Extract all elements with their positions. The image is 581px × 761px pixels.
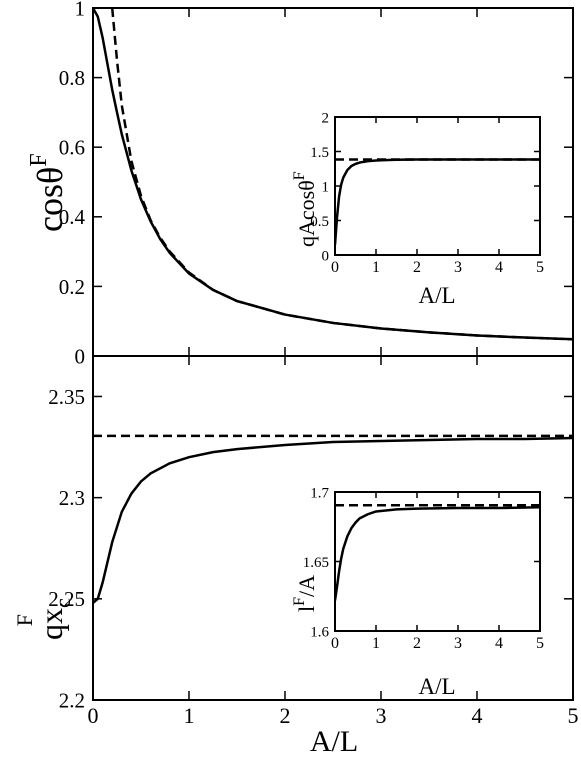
top-main-y-tick-label: 0 xyxy=(75,344,86,368)
bottom-main-series-solid-line xyxy=(93,436,573,604)
top-inset-plot-background xyxy=(335,117,540,255)
bottom-inset-plot-background xyxy=(335,492,540,631)
top-inset-ylabel-sup: F xyxy=(291,171,308,180)
bottom-main-x-tick-label: 5 xyxy=(568,703,579,728)
top-inset-ylabel: qAcosθF xyxy=(291,171,319,247)
bottom-main-ylabel-sup: F xyxy=(12,614,37,626)
bottom-inset-panel: 0 1 2 3 4 5 1.6 1.65 1.7 xyxy=(303,485,544,652)
bottom-inset-y-tick-label: 1.7 xyxy=(310,485,329,501)
bottom-main-y-tick-label: 2.25 xyxy=(48,587,85,611)
bottom-main-y-tick-label: 2.35 xyxy=(48,385,85,409)
bottom-inset-y-tick-label: 1.6 xyxy=(310,624,329,640)
top-inset-x-tick-label: 2 xyxy=(413,259,421,276)
top-inset-y-tick-label: 1 xyxy=(322,179,330,195)
bottom-inset-x-tick-label: 4 xyxy=(495,635,503,652)
bottom-inset-ylabel-sup: F xyxy=(291,597,308,606)
bottom-main-y-tick-label: 2.2 xyxy=(59,688,85,712)
top-inset-x-tick-label: 4 xyxy=(495,259,503,276)
bottom-main-x-tick-label: 1 xyxy=(184,703,195,728)
top-inset-ylabel-text: qAcosθ xyxy=(294,180,319,247)
top-main-y-tick-label: 1 xyxy=(75,0,86,20)
top-inset-x-tick-label: 3 xyxy=(454,259,462,276)
bottom-inset-y-tick-label: 1.65 xyxy=(303,555,329,571)
bottom-main-x-tick-label: 2 xyxy=(280,703,291,728)
top-inset-y-tick-label: 2 xyxy=(322,110,330,126)
bottom-main-ylabel-text: qx xyxy=(33,608,69,640)
bottom-main-ylabel: qxc F xyxy=(12,598,75,640)
top-main-y-tick-label: 0.8 xyxy=(59,66,85,90)
bottom-inset-series-solid-line xyxy=(335,506,540,601)
top-main-y-tick-label: 0.2 xyxy=(59,275,85,299)
top-inset-y-tick-label: 1.5 xyxy=(310,145,329,161)
bottom-inset-x-tick-label: 3 xyxy=(454,635,462,652)
top-main-y-tick-label: 0.6 xyxy=(59,136,85,160)
top-inset-x-tick-label: 1 xyxy=(372,259,380,276)
top-main-y-tick-label: 0.4 xyxy=(59,205,86,229)
top-main-series-dashed-line xyxy=(110,8,573,341)
bottom-inset-x-tick-label: 0 xyxy=(331,635,339,652)
bottom-main-x-tick-label: 0 xyxy=(88,703,99,728)
top-inset-y-tick-label: 0 xyxy=(322,248,330,264)
top-inset-y-tick-label: 0.5 xyxy=(310,214,329,230)
bottom-inset-x-tick-label: 1 xyxy=(372,635,380,652)
bottom-main-x-tick-label: 4 xyxy=(472,703,483,728)
bottom-inset-ylabel: lF/A xyxy=(291,575,319,612)
bottom-main-xlabel: A/L xyxy=(310,725,358,758)
bottom-main-frame xyxy=(92,355,574,701)
bottom-main-x-tick-label: 3 xyxy=(376,703,387,728)
top-inset-x-tick-label: 0 xyxy=(331,259,339,276)
bottom-main-y-tick-label: 2.3 xyxy=(59,486,85,510)
top-inset-xlabel: A/L xyxy=(418,283,455,308)
bottom-inset-x-tick-label: 2 xyxy=(413,635,421,652)
bottom-inset-ylabel-text: l xyxy=(294,606,319,612)
top-main-ylabel: cosθF xyxy=(26,153,70,232)
top-inset-x-tick-label: 5 xyxy=(536,259,544,276)
bottom-inset-x-tick-label: 5 xyxy=(536,635,544,652)
bottom-inset-ylabel-tail: /A xyxy=(294,575,319,597)
top-main-ylabel-text: cosθ xyxy=(30,167,70,232)
top-inset-panel: 0 1 2 3 4 5 0 0.5 1 1.5 2 xyxy=(310,110,544,276)
bottom-inset-xlabel: A/L xyxy=(418,674,455,699)
top-main-ylabel-sup: F xyxy=(26,153,52,166)
bottom-main-ylabel-sub: c xyxy=(50,598,75,608)
